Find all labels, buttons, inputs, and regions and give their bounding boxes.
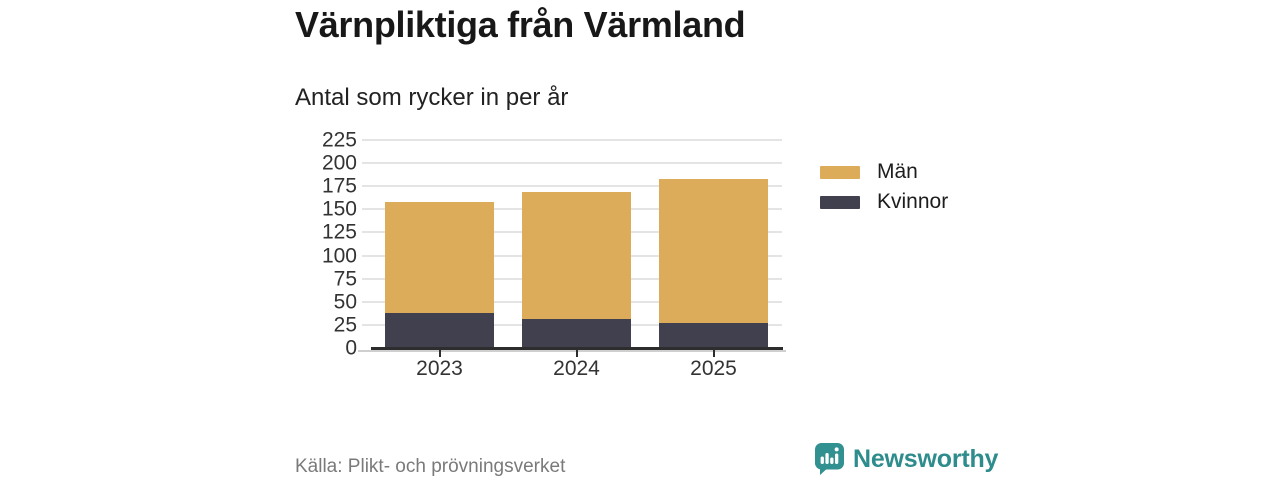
y-tick-label: 200: [321, 151, 357, 175]
y-tick-label: 25: [333, 313, 357, 337]
legend-label: Kvinnor: [877, 190, 949, 213]
legend-label: Män: [877, 160, 918, 183]
legend-swatch-kvinnor: [820, 195, 860, 209]
y-tick-label: 50: [333, 290, 357, 314]
legend-item-män: Män: [820, 157, 948, 187]
newsworthy-logo-text: Newsworthy: [853, 444, 999, 473]
x-tick: [712, 350, 715, 357]
bar-segment-2023-män: [385, 201, 494, 313]
y-tick-label: 75: [333, 267, 357, 291]
x-axis-line: [371, 347, 783, 350]
gridline: [362, 185, 782, 188]
legend-swatch-män: [820, 165, 860, 179]
newsworthy-brand: Newsworthy: [814, 442, 998, 476]
y-tick-label: 225: [321, 128, 357, 152]
x-tick: [438, 350, 441, 357]
source-note: Källa: Plikt- och prövningsverket: [295, 456, 566, 477]
bar-segment-2025-män: [659, 178, 768, 324]
legend-item-kvinnor: Kvinnor: [820, 187, 948, 217]
legend: Män Kvinnor: [820, 157, 948, 217]
y-tick-label: 150: [321, 197, 357, 221]
y-tick-label: 125: [321, 220, 357, 244]
bar-segment-2023-kvinnor: [385, 312, 494, 348]
y-tick-label: 0: [345, 336, 357, 360]
bar-segment-2024-kvinnor: [522, 319, 631, 348]
x-tick-label: 2024: [553, 357, 600, 380]
x-axis-shadow: [358, 350, 786, 352]
chart-title: Värnpliktiga från Värmland: [295, 4, 746, 45]
gridline: [362, 162, 782, 165]
newsworthy-logo-icon: [815, 443, 844, 475]
gridline: [362, 139, 782, 141]
bar-segment-2025-kvinnor: [659, 323, 768, 348]
chart-subtitle: Antal som rycker in per år: [295, 84, 569, 111]
x-tick: [575, 350, 578, 357]
x-tick-label: 2023: [416, 357, 463, 380]
x-tick-label: 2025: [690, 357, 737, 380]
bar-segment-2024-män: [522, 191, 631, 320]
y-axis-labels: 0 25 50 75 100 125 150 175 200 225: [250, 130, 357, 359]
plot-area: [362, 139, 782, 348]
y-tick-label: 100: [321, 244, 357, 268]
y-tick-label: 175: [321, 174, 357, 198]
